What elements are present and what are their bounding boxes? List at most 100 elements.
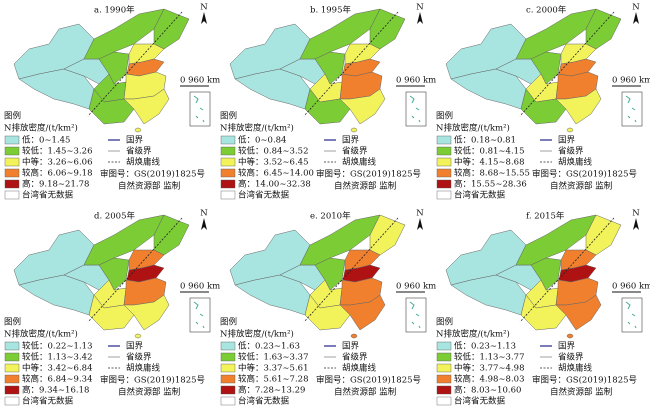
- inset-map: [189, 297, 211, 333]
- legend-swatch: [220, 341, 236, 351]
- legend-provincial: 省级界: [342, 146, 368, 157]
- legend-swatch: [4, 374, 20, 384]
- legend-provincial: 省级界: [342, 352, 368, 363]
- legend-unit: N排放密度/(t/km²): [4, 123, 78, 134]
- legend-class: 较高：5.61~7.28: [238, 374, 308, 385]
- legend-national: 国界: [126, 136, 144, 146]
- scale-label: 0 960 km: [612, 76, 650, 86]
- legend-provincial: 省级界: [558, 352, 584, 363]
- legend-unit: N排放密度/(t/km²): [220, 329, 294, 340]
- legend-class: 较低：0.81~4.15: [454, 146, 524, 157]
- legend-class: 较低：1.13~3.77: [454, 352, 524, 363]
- province: [123, 88, 170, 125]
- legend-class: 高：15.55~28.36: [454, 179, 527, 190]
- inset-islands: [409, 95, 421, 123]
- supervisor: 自然资源部 监制: [334, 387, 396, 398]
- province: [515, 214, 597, 266]
- legend-swatch: [436, 396, 452, 406]
- hu-line: [519, 217, 615, 323]
- panel-label: c. 2000年: [526, 5, 567, 16]
- legend-class: 高：8.03~10.60: [454, 385, 521, 396]
- legend-class: 较低：1.13~3.42: [22, 352, 92, 363]
- legend-swatch: [220, 179, 236, 189]
- supervisor: 自然资源部 监制: [118, 387, 180, 398]
- legend-swatch: [436, 168, 452, 178]
- legend-taiwan: 台湾省无数据: [454, 396, 506, 407]
- inset-islands: [193, 95, 205, 123]
- legend-class: 较高：8.68~15.55: [454, 168, 530, 179]
- legend-swatch: [436, 135, 452, 145]
- legend-class: 中等：3.77~4.98: [454, 363, 524, 374]
- legend-swatch: [436, 190, 452, 200]
- inset-islands: [625, 95, 637, 123]
- legend-class: 低：0.18~0.81: [454, 135, 516, 146]
- inset-islands: [193, 301, 205, 329]
- legend-swatch: [220, 168, 236, 178]
- province: [83, 8, 165, 60]
- legend-class: 中等：3.37~5.61: [238, 363, 308, 374]
- north-arrow: [201, 218, 207, 230]
- legend-class: 低：0.23~1.13: [454, 341, 516, 352]
- scale-label: 0 960 km: [180, 282, 220, 292]
- map-panel: e. 2010年 N 0 960 km 图例N排放密度/(t/km²)低：0.23~1…: [220, 209, 436, 407]
- legend-title: 图例: [4, 111, 21, 122]
- legend-swatch: [4, 363, 20, 373]
- north-label: N: [416, 209, 424, 219]
- legend-hu: 胡焕庸线: [126, 157, 161, 168]
- map-panel: b. 1995年 N 0 960 km 图例N排放密度/(t/km²)低：0~0.84…: [220, 3, 436, 201]
- legend-unit: N排放密度/(t/km²): [4, 329, 78, 340]
- legend-class: 较高：4.98~8.03: [454, 374, 524, 385]
- legend-national: 国界: [558, 342, 576, 352]
- legend-taiwan: 台湾省无数据: [238, 190, 290, 201]
- province: [123, 294, 170, 331]
- legend-unit: N排放密度/(t/km²): [220, 123, 294, 134]
- legend-swatch: [436, 179, 452, 189]
- legend-class: 中等：3.52~6.45: [238, 157, 308, 168]
- hainan: [566, 127, 574, 133]
- approval: 审图号：GS(2019)1825号: [532, 169, 637, 180]
- legend-swatch: [220, 385, 236, 395]
- legend-class: 较低：1.63~3.37: [238, 352, 308, 363]
- legend-hu: 胡焕庸线: [342, 157, 377, 168]
- legend-taiwan: 台湾省无数据: [454, 190, 506, 201]
- legend-swatch: [4, 385, 20, 395]
- north-label: N: [200, 3, 208, 13]
- legend-hu: 胡焕庸线: [342, 363, 377, 374]
- legend-hu: 胡焕庸线: [558, 363, 593, 374]
- legend-swatch: [4, 146, 20, 156]
- legend-class: 较低：0.22~1.13: [22, 341, 92, 352]
- legend-hu: 胡焕庸线: [558, 157, 593, 168]
- hu-line: [87, 217, 183, 323]
- supervisor: 自然资源部 监制: [118, 181, 180, 192]
- legend-swatch: [436, 352, 452, 362]
- legend-swatch: [436, 374, 452, 384]
- map-panel: f. 2015年 N 0 960 km 图例N排放密度/(t/km²)低：0.23~1…: [436, 209, 650, 407]
- province: [339, 88, 386, 125]
- legend-taiwan: 台湾省无数据: [22, 190, 74, 201]
- legend-class: 低：0~0.84: [238, 135, 286, 146]
- legend-title: 图例: [436, 317, 453, 328]
- hainan: [134, 333, 142, 339]
- legend-taiwan: 台湾省无数据: [22, 396, 74, 407]
- legend-swatch: [436, 341, 452, 351]
- north-label: N: [632, 3, 640, 13]
- panel-label: b. 1995年: [310, 5, 351, 16]
- legend-national: 国界: [558, 136, 576, 146]
- panel-label: d. 2005年: [94, 211, 135, 222]
- legend-swatch: [4, 341, 20, 351]
- legend-class: 高：9.34~16.18: [22, 385, 89, 396]
- hainan: [350, 127, 358, 133]
- inset-map: [405, 297, 427, 333]
- hainan: [566, 333, 574, 339]
- north-arrow: [633, 218, 639, 230]
- hu-line: [87, 11, 183, 117]
- inset-islands: [409, 301, 421, 329]
- supervisor: 自然资源部 监制: [550, 181, 612, 192]
- legend-unit: N排放密度/(t/km²): [436, 329, 510, 340]
- north-arrow: [417, 218, 423, 230]
- legend-swatch: [220, 146, 236, 156]
- legend-swatch: [4, 396, 20, 406]
- legend-swatch: [220, 157, 236, 167]
- legend-swatch: [4, 135, 20, 145]
